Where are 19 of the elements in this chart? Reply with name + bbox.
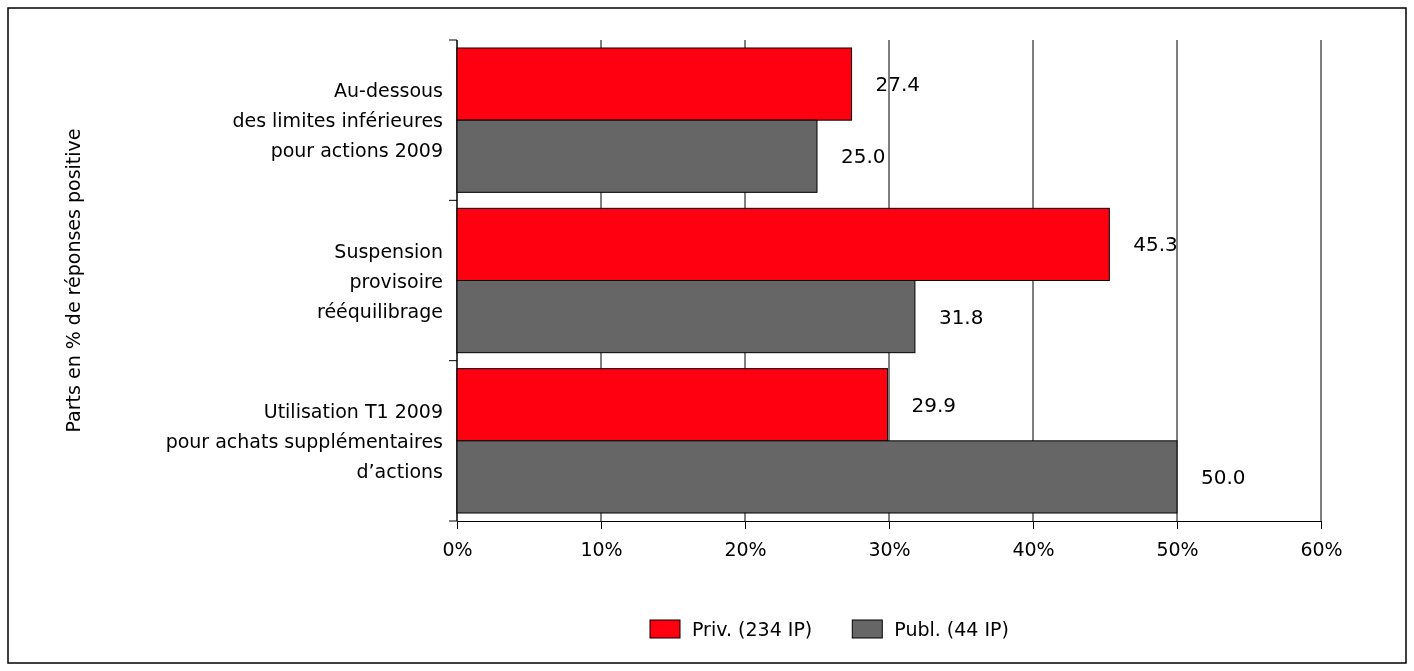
x-tick-label: 10% [580,538,623,561]
x-tick-label: 60% [1300,538,1343,561]
data-label: 29.9 [911,392,957,417]
data-label: 27.4 [875,72,921,97]
x-tick-label: 50% [1156,538,1199,561]
legend-label: Priv. (234 IP) [692,618,813,640]
legend-label: Publ. (44 IP) [894,618,1009,640]
y-axis-title: Parts en % de réponses positive [62,128,84,433]
data-label: 31.8 [938,304,984,329]
x-tick-label: 20% [724,538,767,561]
data-label: 45.3 [1133,232,1178,257]
x-tick-label: 40% [1012,538,1055,561]
data-label: 25.0 [841,144,886,169]
y-tick-label: Utilisation T1 2009 pour achats supplémentaires d’actions [165,399,443,482]
data-label: 50.0 [1201,464,1246,489]
y-tick-label: Suspension provisoire rééquilibrage [317,239,443,322]
x-tick-label: 30% [868,538,911,561]
y-tick-label: Au-dessous des limites inférieures pour actions 2009 [232,79,443,162]
x-tick-label: 0% [442,538,473,561]
